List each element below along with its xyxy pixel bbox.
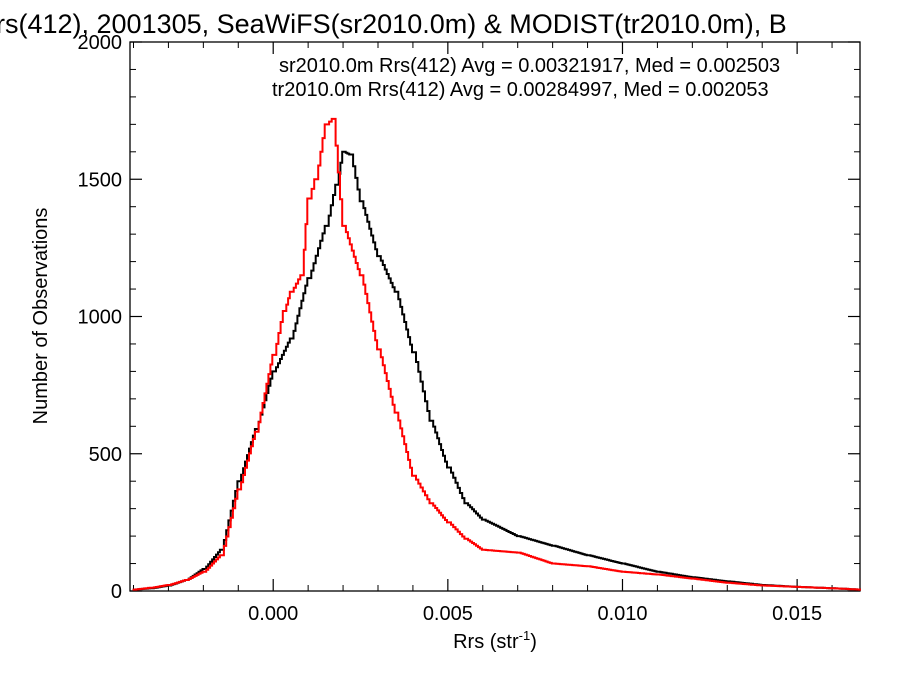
y-tick-label: 1500: [78, 169, 123, 191]
y-axis-label: Number of Observations: [30, 208, 52, 425]
y-tick-label: 1000: [78, 307, 123, 329]
series-layer: [132, 117, 861, 591]
x-axis-label-main: Rrs (str: [453, 631, 519, 653]
plot-frame: [129, 41, 861, 592]
y-axis-ticks: 0 500 1000 1500 2000: [78, 32, 860, 603]
x-tick-label: 0.010: [597, 603, 647, 625]
annotation-tr: tr2010.0m Rrs(412) Avg = 0.00284997, Med…: [272, 79, 769, 101]
series-line-0: [132, 150, 861, 591]
x-axis-label-close: ): [530, 631, 537, 653]
x-tick-label: 0.015: [772, 603, 822, 625]
y-tick-label: 0: [111, 581, 122, 603]
x-axis-label-sup: -1: [519, 628, 531, 643]
x-tick-label: 0.005: [423, 603, 473, 625]
x-axis-ticks: 0.000 0.005 0.010 0.015: [132, 42, 833, 625]
annotation-sr: sr2010.0m Rrs(412) Avg = 0.00321917, Med…: [279, 55, 780, 77]
y-tick-label: 2000: [78, 32, 123, 54]
y-tick-label: 500: [89, 444, 122, 466]
x-axis-label: Rrs (str-1): [453, 628, 537, 653]
series-line-1: [132, 117, 861, 591]
chart-title: rs(412), 2001305, SeaWiFS(sr2010.0m) & M…: [0, 9, 787, 39]
x-tick-label: 0.000: [248, 603, 298, 625]
